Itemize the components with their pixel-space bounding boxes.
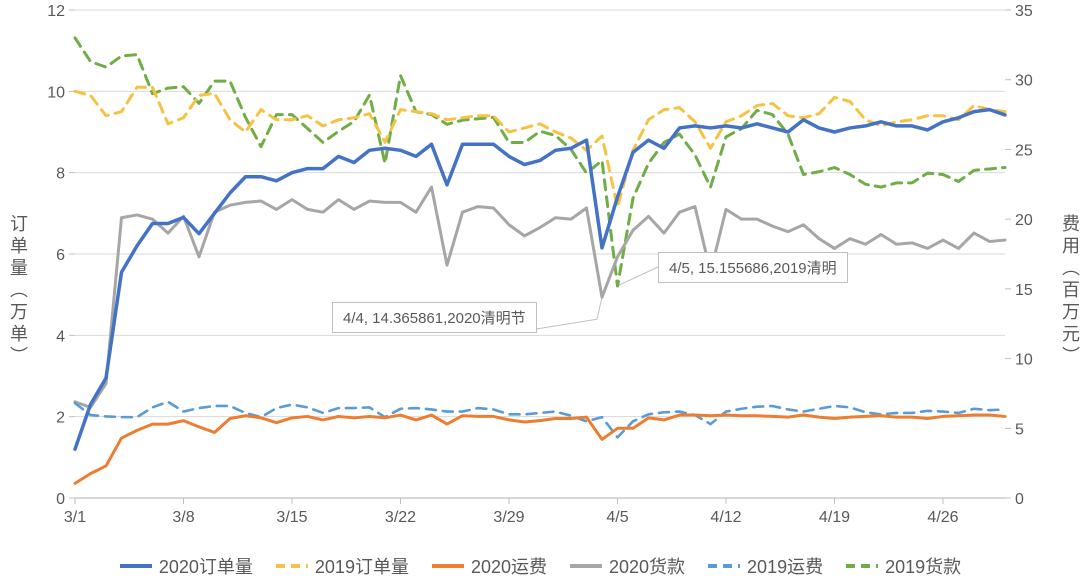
svg-text:8: 8 — [56, 166, 65, 183]
legend-label: 2020运费 — [471, 553, 547, 579]
svg-text:20: 20 — [1015, 212, 1033, 229]
svg-text:10: 10 — [47, 84, 65, 101]
legend-item: 2020货款 — [569, 553, 685, 579]
svg-text:4/12: 4/12 — [710, 509, 741, 526]
svg-text:0: 0 — [56, 491, 65, 508]
svg-text:25: 25 — [1015, 142, 1033, 159]
svg-text:3/22: 3/22 — [385, 509, 416, 526]
svg-text:3/15: 3/15 — [276, 509, 307, 526]
legend-item: 2020运费 — [431, 553, 547, 579]
svg-text:3/1: 3/1 — [64, 509, 86, 526]
svg-text:4/19: 4/19 — [819, 509, 850, 526]
svg-text:35: 35 — [1015, 3, 1033, 20]
svg-text:4: 4 — [56, 328, 65, 345]
legend-item: 2019订单量 — [275, 553, 409, 579]
svg-text:4/26: 4/26 — [927, 509, 958, 526]
svg-text:6: 6 — [56, 247, 65, 264]
svg-text:5: 5 — [1015, 421, 1024, 438]
svg-text:3/8: 3/8 — [172, 509, 194, 526]
legend-label: 2019货款 — [885, 553, 961, 579]
legend-label: 2020货款 — [609, 553, 685, 579]
svg-text:10: 10 — [1015, 352, 1033, 369]
legend-label: 2019订单量 — [315, 553, 409, 579]
svg-text:2: 2 — [56, 410, 65, 427]
y-right-title: 费用（百万元） — [1057, 214, 1080, 368]
legend-item: 2019运费 — [707, 553, 823, 579]
y-left-title: 订单量（万单） — [5, 214, 31, 368]
legend: 2020订单量 2019订单量 2020运费 2020货款 2019运费 2019货款 — [0, 553, 1080, 579]
svg-text:12: 12 — [47, 3, 65, 20]
legend-item: 2019货款 — [845, 553, 961, 579]
svg-text:0: 0 — [1015, 491, 1024, 508]
line-chart: 0 2 4 6 8 10 12 0 5 10 15 20 25 30 35 3/1 3/8 3/15 3/22 3/2… — [0, 0, 1080, 581]
legend-label: 2020订单量 — [159, 553, 253, 579]
legend-label: 2019运费 — [747, 553, 823, 579]
svg-text:4/5: 4/5 — [606, 509, 628, 526]
svg-text:3/29: 3/29 — [493, 509, 524, 526]
svg-text:15: 15 — [1015, 282, 1033, 299]
annotation-2019-qingming: 4/5, 15.155686,2019清明 — [658, 252, 848, 283]
annotation-2020-qingming: 4/4, 14.365861,2020清明节 — [332, 302, 537, 333]
legend-item: 2020订单量 — [119, 553, 253, 579]
svg-text:30: 30 — [1015, 73, 1033, 90]
